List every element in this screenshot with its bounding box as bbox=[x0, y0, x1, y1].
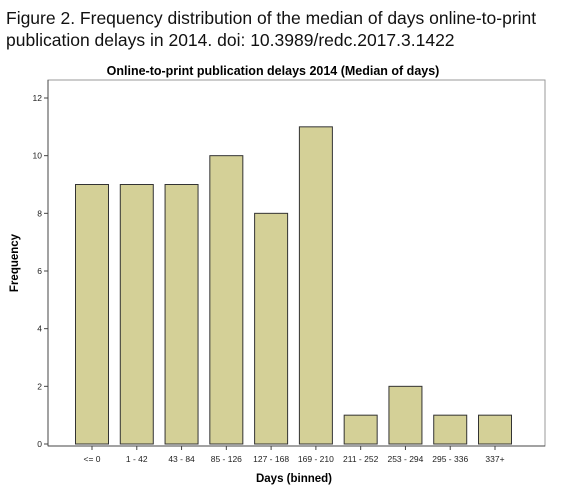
y-tick-label: 10 bbox=[33, 151, 43, 161]
x-tick-label: 211 - 252 bbox=[343, 454, 379, 464]
x-tick-label: 169 - 210 bbox=[298, 454, 334, 464]
bar bbox=[478, 414, 512, 445]
bar bbox=[433, 414, 468, 445]
figure-caption-line-2: publication delays in 2014. doi: 10.3989… bbox=[6, 30, 455, 50]
y-tick-label: 12 bbox=[33, 93, 43, 103]
x-tick-label: 295 - 336 bbox=[432, 454, 468, 464]
y-axis-label: Frequency bbox=[9, 233, 21, 292]
x-tick-label: 337+ bbox=[485, 454, 504, 464]
x-tick-label: 85 - 126 bbox=[211, 454, 242, 464]
y-tick-label: 6 bbox=[37, 266, 42, 276]
y-tick-label: 0 bbox=[37, 439, 42, 449]
bar bbox=[388, 385, 423, 445]
x-tick-label: 43 - 84 bbox=[168, 454, 195, 464]
bar bbox=[343, 414, 378, 445]
x-tick-label: 253 - 294 bbox=[387, 454, 423, 464]
bar bbox=[164, 184, 199, 445]
figure-caption-line-1: Figure 2. Frequency distribution of the … bbox=[6, 8, 537, 28]
bars-group bbox=[75, 126, 512, 445]
chart-title: Online-to-print publication delays 2014 … bbox=[107, 64, 440, 78]
bar bbox=[298, 126, 333, 445]
x-tick-label: <= 0 bbox=[83, 454, 100, 464]
x-tick-label: 1 - 42 bbox=[126, 454, 148, 464]
x-axis-ticks: <= 0 1 - 42 43 - 84 85 - 126 127 - 168 169 - … bbox=[83, 446, 505, 464]
y-tick-label: 4 bbox=[37, 324, 42, 334]
figure-caption: Figure 2. Frequency distribution of the … bbox=[6, 7, 562, 51]
y-tick-label: 2 bbox=[37, 381, 42, 391]
x-tick-label: 127 - 168 bbox=[253, 454, 289, 464]
y-tick-label: 8 bbox=[37, 208, 42, 218]
bar bbox=[254, 212, 289, 445]
bar bbox=[209, 155, 244, 445]
bar bbox=[75, 184, 109, 445]
x-axis-label: Days (binned) bbox=[256, 473, 332, 485]
bar bbox=[119, 184, 154, 445]
y-axis-ticks: 0 2 4 6 8 10 12 bbox=[33, 93, 48, 449]
